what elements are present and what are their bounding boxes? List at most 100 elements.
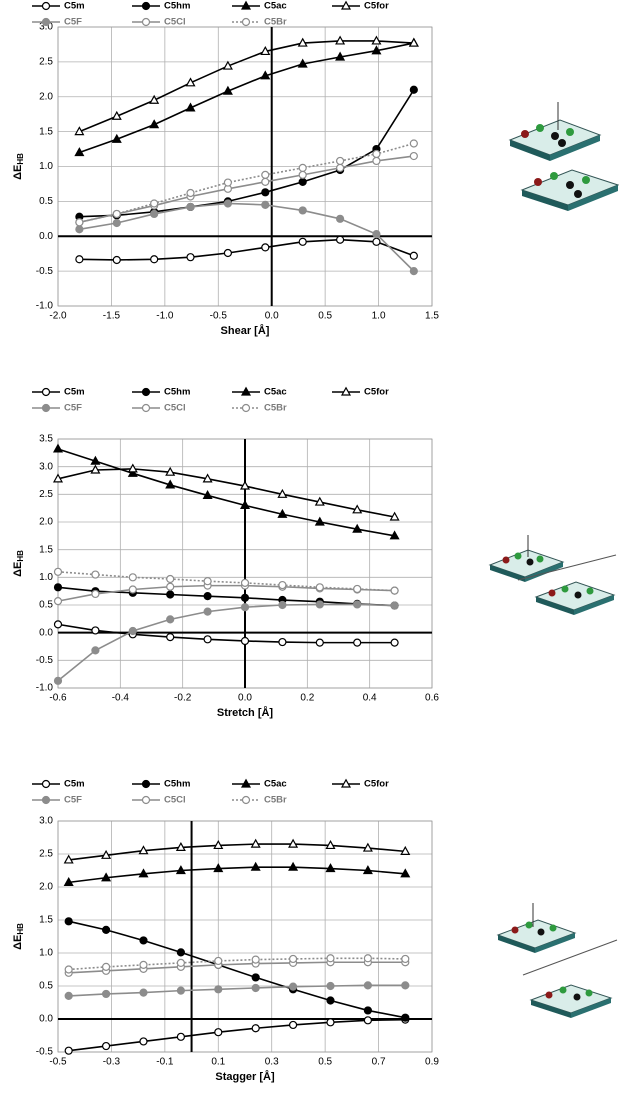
x-tick-label: 1.0 [372,311,386,322]
marker [165,466,176,476]
x-tick-label: -0.5 [49,1057,67,1068]
marker [250,861,261,871]
marker [53,597,63,606]
marker [202,490,213,500]
marker [222,85,233,95]
marker [64,1046,73,1055]
legend-label: C5for [364,1,389,12]
legend-label: C5F [64,403,82,414]
marker [90,455,101,465]
legend-marker [340,778,352,788]
marker [150,255,159,264]
marker [278,637,287,647]
y-axis-label-sub: HB [16,923,25,935]
marker [127,467,138,477]
plot-frame [57,26,433,307]
marker [325,839,336,850]
legend-label: C5Cl [164,795,186,806]
x-tick-label: -1.5 [103,311,121,322]
marker [223,199,233,208]
marker [213,863,224,873]
marker [326,954,335,963]
marker [223,248,233,258]
marker [214,985,223,994]
marker [101,925,111,935]
marker [400,845,411,855]
marker [101,989,111,999]
marker [363,954,372,963]
marker [203,592,212,601]
marker [409,267,418,276]
marker [353,600,362,609]
marker [325,863,336,873]
x-tick-label: 0.5 [318,1057,332,1068]
marker [278,580,287,590]
marker [63,876,74,886]
marker [138,868,149,878]
marker [336,214,345,223]
y-tick-label: 2.0 [39,882,53,893]
marker [335,35,346,45]
marker [139,988,148,997]
marker [111,133,122,143]
marker [372,149,381,159]
x-tick-label: 0.3 [265,1057,279,1068]
marker [353,584,362,594]
marker [390,638,399,647]
marker [175,865,186,875]
marker [139,1037,148,1046]
marker [166,632,175,642]
y-tick-label: 1.0 [39,572,53,583]
marker [112,218,121,228]
series-line [57,584,395,602]
marker [91,589,100,599]
y-tick-label: 0.5 [39,196,53,207]
marker [186,253,195,262]
y-tick-label: 0.0 [39,231,53,242]
marker [389,530,400,540]
y-tick-label: 1.5 [39,544,53,555]
marker [138,845,149,855]
y-tick-label: -0.5 [36,266,54,277]
legend-label: C5F [64,795,82,806]
marker [390,601,399,610]
marker [101,872,112,882]
marker [111,110,122,120]
legend-label: C5ac [264,1,287,12]
marker [185,77,196,87]
marker [326,981,335,991]
marker [64,917,73,926]
marker [214,1028,223,1037]
x-tick-label: 0.5 [318,311,332,322]
y-tick-label: 3.5 [39,434,53,445]
series-line [79,40,414,133]
y-tick-label: 0.0 [39,1014,53,1025]
y-tick-label: 0.5 [39,600,53,611]
legend-label: C5ac [264,387,287,398]
x-tick-label: 0.2 [300,693,314,704]
marker [297,58,308,68]
legend-marker [340,0,352,10]
legend-label: C5for [364,779,389,790]
marker [149,119,160,129]
marker [64,965,73,974]
legend-marker [241,795,251,805]
marker [288,982,298,991]
legend-marker [41,795,51,805]
marker [75,218,84,227]
marker [175,841,186,851]
series-line [79,202,415,272]
y-tick-label: 2.5 [39,57,53,68]
legend-marker [240,0,252,10]
legend-marker [240,386,252,396]
y-axis-label-main: ΔE [12,165,24,180]
marker [326,996,335,1005]
series-line [68,843,406,861]
marker [222,60,233,70]
y-tick-label: 0.5 [39,981,53,992]
marker [409,139,418,148]
legend-marker [141,17,151,27]
marker [74,147,85,157]
marker [75,225,84,234]
